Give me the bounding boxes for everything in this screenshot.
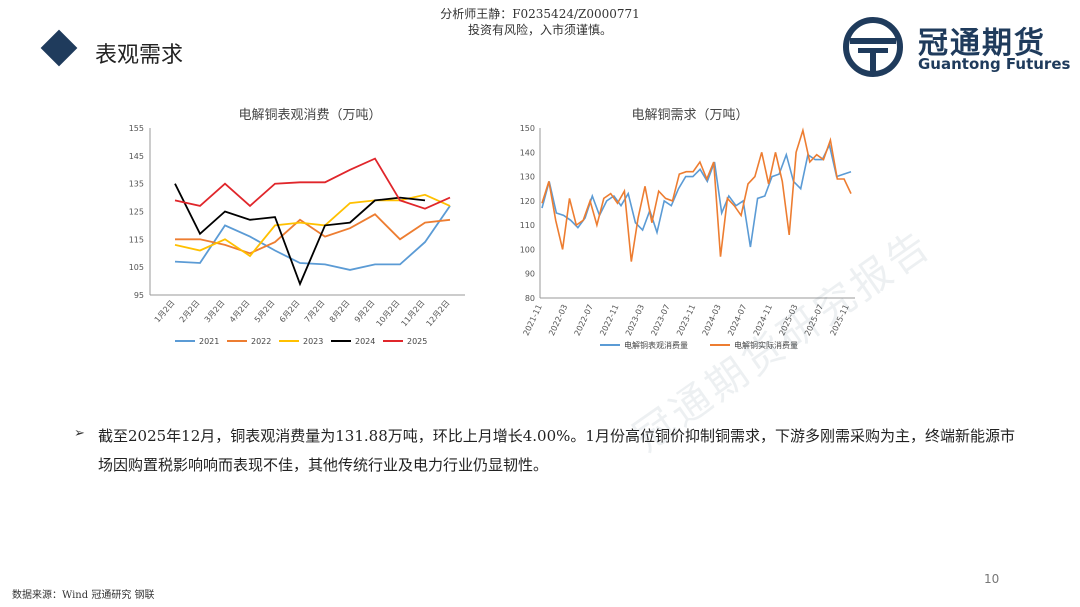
- section-title: 表观需求: [95, 43, 184, 68]
- chart2-x-tick-label: 2023-07: [649, 303, 671, 337]
- chart2-y-tick-label: 90: [525, 270, 535, 279]
- chart1-title: 电解铜表观消费（万吨）: [238, 108, 382, 123]
- chart1-y-tick-label: 95: [134, 291, 144, 300]
- chart2-y-tick-label: 130: [520, 173, 535, 182]
- chart2-series-line: [541, 127, 852, 262]
- guantong-logo-icon: [843, 17, 903, 77]
- logo-text-cn: 冠通期货: [918, 26, 1046, 61]
- chart1-legend-label: 2025: [407, 337, 427, 346]
- chart2-y-tick-label: 100: [520, 245, 535, 254]
- chart1-x-tick-label: 6月2日: [278, 299, 302, 325]
- chart1-y-tick-label: 155: [129, 124, 144, 133]
- bullet-icon: ➢: [74, 426, 85, 441]
- chart2-title: 电解铜需求（万吨）: [631, 108, 749, 123]
- chart1-x-tick-label: 4月2日: [228, 299, 252, 325]
- analyst-info: 分析师王静：F0235424/Z0000771 投资有风险，入市须谨慎。: [360, 6, 720, 38]
- data-source: 数据来源：Wind 冠通研究 钢联: [12, 590, 155, 601]
- page-number: 10: [984, 572, 1000, 586]
- chart2-y-tick-label: 140: [520, 148, 535, 157]
- chart1-series-2025-line: [174, 157, 451, 210]
- chart1-y-tick-label: 125: [129, 208, 144, 217]
- chart2-y-tick-label: 120: [520, 197, 535, 206]
- chart2-y-tick-label: 150: [520, 124, 535, 133]
- chart1-x-tick-label: 8月2日: [328, 299, 352, 325]
- chart1-x-tick-label: 5月2日: [253, 299, 277, 325]
- chart2-y-tick-label: 110: [520, 221, 535, 230]
- chart1-x-tick-label: 7月2日: [303, 299, 327, 325]
- chart2-series-line: [541, 142, 852, 248]
- chart1-y-tick-label: 105: [129, 263, 144, 272]
- risk-disclaimer: 投资有风险，入市须谨慎。: [467, 23, 612, 37]
- chart1-x-tick-label: 10月2日: [375, 299, 402, 329]
- chart2-x-tick-label: 2022-11: [598, 303, 620, 337]
- chart2-legend-label: 电解铜表观消费量: [624, 340, 688, 350]
- chart1-legend-label: 2024: [355, 337, 375, 346]
- chart2-x-tick-label: 2021-11: [522, 303, 544, 337]
- chart2-x-tick-label: 2023-03: [624, 303, 646, 337]
- chart1-legend-label: 2022: [251, 337, 271, 346]
- chart2-legend-label: 电解铜实际消费量: [734, 340, 798, 350]
- chart1-series-2021-line: [174, 205, 451, 271]
- chart1-x-tick-label: 2月2日: [178, 299, 202, 325]
- chart1-x-tick-label: 9月2日: [353, 299, 377, 325]
- chart1-y-tick-label: 145: [129, 152, 144, 161]
- chart2-x-tick-label: 2022-03: [547, 303, 569, 337]
- chart1-y-tick-label: 135: [129, 180, 144, 189]
- chart1-x-tick-label: 11月2日: [400, 299, 427, 329]
- analyst-license: 分析师王静：F0235424/Z0000771: [440, 7, 640, 21]
- chart1-series-2022-line: [175, 213, 451, 255]
- chart2-y-tick-label: 80: [525, 294, 535, 303]
- chart1-x-tick-label: 3月2日: [203, 299, 227, 325]
- chart1-x-tick-label: 1月2日: [153, 299, 177, 325]
- chart2-x-tick-label: 2024-03: [701, 303, 723, 337]
- chart2-x-tick-label: 2022-07: [573, 303, 595, 337]
- annual-consumption-chart: 95 105 115 125 135 145 155 1月2日 2月2日 3月2日 4月2日 5月2日…: [129, 124, 465, 346]
- logo-text-en: Guantong Futures: [918, 55, 1071, 73]
- summary-paragraph: 截至2025年12月，铜表观消费量为131.88万吨，环比上月增长4.00%。1…: [98, 427, 1015, 474]
- chart2-x-tick-label: 2023-11: [675, 303, 697, 337]
- section-diamond-icon: [40, 29, 78, 67]
- chart1-series-2024-line: [174, 183, 426, 287]
- chart1-legend-label: 2023: [303, 337, 323, 346]
- chart1-y-tick-label: 115: [129, 235, 144, 244]
- chart1-x-tick-label: 12月2日: [425, 299, 452, 329]
- chart1-legend-label: 2021: [199, 337, 219, 346]
- chart1-series-2023-line: [174, 193, 451, 258]
